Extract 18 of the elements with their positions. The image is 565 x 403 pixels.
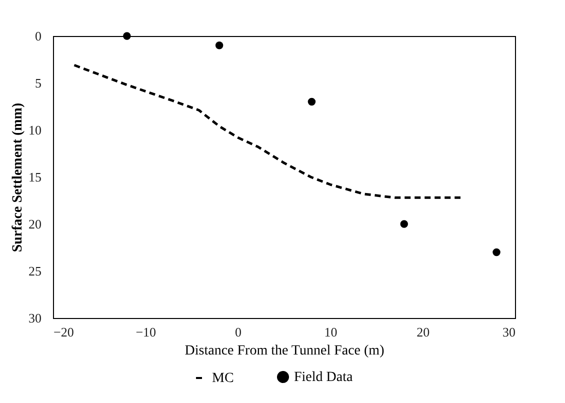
y-tick-label: 20 <box>28 216 42 232</box>
legend-label: MC <box>212 371 234 386</box>
y-tick-label: 30 <box>28 310 42 326</box>
y-tick-label: 15 <box>28 170 42 184</box>
line-series <box>73 64 462 199</box>
x-tick-label: −10 <box>136 324 156 340</box>
x-tick-label: 30 <box>502 324 516 340</box>
y-tick-label: 25 <box>28 264 42 278</box>
y-tick-label: 5 <box>35 76 42 90</box>
x-tick-label: 20 <box>416 324 430 340</box>
y-axis-title: Surface Settlement (mm) <box>10 102 26 252</box>
y-tick-label: 0 <box>35 28 42 44</box>
x-tick-label: 10 <box>324 324 338 340</box>
legend-label: Field Data <box>294 370 354 385</box>
x-tick-label: 0 <box>235 324 242 340</box>
y-tick-label: 10 <box>28 122 42 138</box>
x-tick-label: −20 <box>54 324 74 340</box>
x-axis-title: Distance From the Tunnel Face (m) <box>184 344 385 358</box>
